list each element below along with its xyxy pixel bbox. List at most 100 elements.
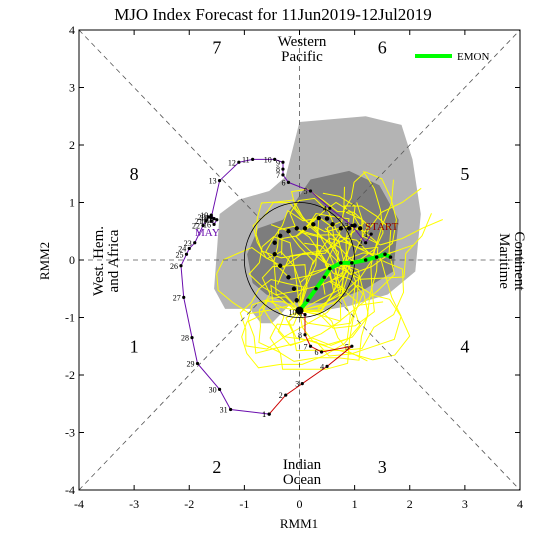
forecast-point: [286, 275, 291, 280]
region-maritime-continent: Maritime Continent: [496, 231, 527, 291]
may-track-day-label: 9: [276, 158, 280, 167]
ensemble-member-line: [290, 187, 422, 312]
region-west-hem-africa-line2: and Africa: [106, 229, 122, 292]
x-tick-label: 0: [297, 497, 303, 511]
y-tick-label: -1: [65, 311, 75, 325]
ensemble-member-line: [255, 186, 345, 312]
june-track-point: [308, 344, 313, 348]
may-track-point: [364, 241, 368, 245]
may-track-point: [190, 336, 194, 340]
ensemble-member-line: [288, 252, 402, 357]
forecast-point: [338, 226, 344, 231]
may-track-point: [273, 157, 277, 161]
may-track-day-label: 11: [242, 155, 250, 164]
region-indian-ocean: Indian Ocean: [283, 457, 322, 488]
june-track-day-label: 10: [289, 308, 297, 317]
guide-diag-nw: [78, 29, 261, 220]
region-maritime-continent-line1: Maritime: [496, 233, 512, 289]
region-indian-ocean-line2: Ocean: [283, 472, 322, 488]
x-tick-label: 1: [352, 497, 358, 511]
may-track-point: [281, 173, 285, 177]
y-tick-label: 3: [69, 81, 75, 95]
may-track-point: [212, 217, 216, 221]
june-track-day-label: 6: [315, 348, 319, 357]
may-track-day-label: 10: [264, 155, 272, 164]
ensemble-mean-point: [388, 255, 393, 259]
phase-label-7: 7: [212, 37, 221, 57]
x-tick-label: -3: [129, 497, 139, 511]
june-track-point: [303, 313, 307, 317]
june-track-day-label: 8: [298, 331, 302, 340]
spread-inner-area: [247, 170, 399, 304]
chart-title: MJO Index Forecast for 11Jun2019-12Jul20…: [114, 5, 432, 24]
forecast-start-point: [295, 306, 304, 315]
y-tick-label: -3: [65, 426, 75, 440]
y-tick-label: 2: [69, 138, 75, 152]
may-track-day-label: 2: [359, 239, 363, 248]
forecast-point: [278, 233, 283, 239]
may-track-point: [328, 206, 332, 210]
may-track-point: [204, 219, 208, 223]
forecast-point: [316, 215, 321, 221]
may-track-day-label: 20: [198, 213, 206, 222]
spread-layer: [214, 116, 421, 324]
may-track-point: [217, 387, 222, 391]
may-track-point: [209, 215, 213, 220]
phase-label-5: 5: [460, 164, 469, 184]
y-tick-label: -2: [65, 368, 75, 382]
may-track-day-label: 15: [206, 216, 214, 225]
june-track-day-label: 2: [279, 391, 283, 400]
forecast-point: [286, 229, 291, 234]
y-tick-label: -4: [65, 483, 75, 497]
may-track-day-label: 1: [364, 230, 368, 239]
june-track-day-label: 4: [320, 362, 324, 371]
may-track-point: [281, 160, 285, 164]
may-track-day-label: 7: [276, 171, 280, 180]
may-track-point: [184, 252, 189, 256]
phase-label-3: 3: [378, 457, 387, 477]
forecast-point: [311, 222, 316, 227]
may-track-day-label: 27: [173, 293, 181, 302]
may-track-point: [209, 213, 213, 217]
june-track-point: [267, 412, 271, 416]
may-track-point: [217, 179, 222, 183]
ensemble-mean-point: [363, 258, 368, 262]
june-track-point: [300, 382, 304, 386]
ensemble-mean-point: [383, 252, 387, 257]
may-track-point: [308, 189, 313, 193]
forecast-point: [330, 222, 335, 227]
may-track-point: [215, 218, 219, 222]
phase-label-8: 8: [130, 164, 139, 184]
may-track-point: [251, 157, 255, 161]
may-track-point: [182, 295, 186, 299]
guide-diag-sw: [78, 300, 261, 491]
region-indian-ocean-line1: Indian: [283, 457, 322, 473]
may-track-point: [369, 232, 373, 236]
may-track-day-label: 6: [281, 178, 285, 187]
may-track-day-label: 28: [181, 334, 189, 343]
guide-diag-ne: [338, 29, 521, 220]
x-axis-label: RMM1: [280, 516, 318, 531]
x-tick-label: 4: [517, 497, 523, 511]
june-track-day-label: 1: [262, 410, 266, 419]
ensemble-member-line: [247, 225, 342, 354]
may-track-day-label: 17: [200, 217, 208, 226]
ensemble-mean-point: [339, 261, 343, 265]
may-track-point: [228, 407, 233, 412]
x-tick-label: 3: [462, 497, 468, 511]
may-track-point: [179, 264, 183, 268]
x-tick-label: -1: [239, 497, 249, 511]
ensemble-mean-point: [314, 286, 318, 291]
y-axis-label: RMM2: [37, 242, 52, 280]
may-track-day-label: 26: [170, 262, 178, 271]
forecast-point: [278, 263, 283, 268]
region-west-hem-africa-line1: West. Hem.: [91, 226, 107, 296]
forecast-point: [291, 286, 297, 291]
may-track-point: [206, 215, 211, 219]
may-track-day-label: 18: [203, 215, 211, 224]
ensemble-mean-point: [305, 298, 310, 303]
ensemble-member-line: [289, 170, 384, 312]
may-track-day-label: 8: [276, 165, 280, 174]
region-western-pacific: Western Pacific: [278, 34, 327, 65]
